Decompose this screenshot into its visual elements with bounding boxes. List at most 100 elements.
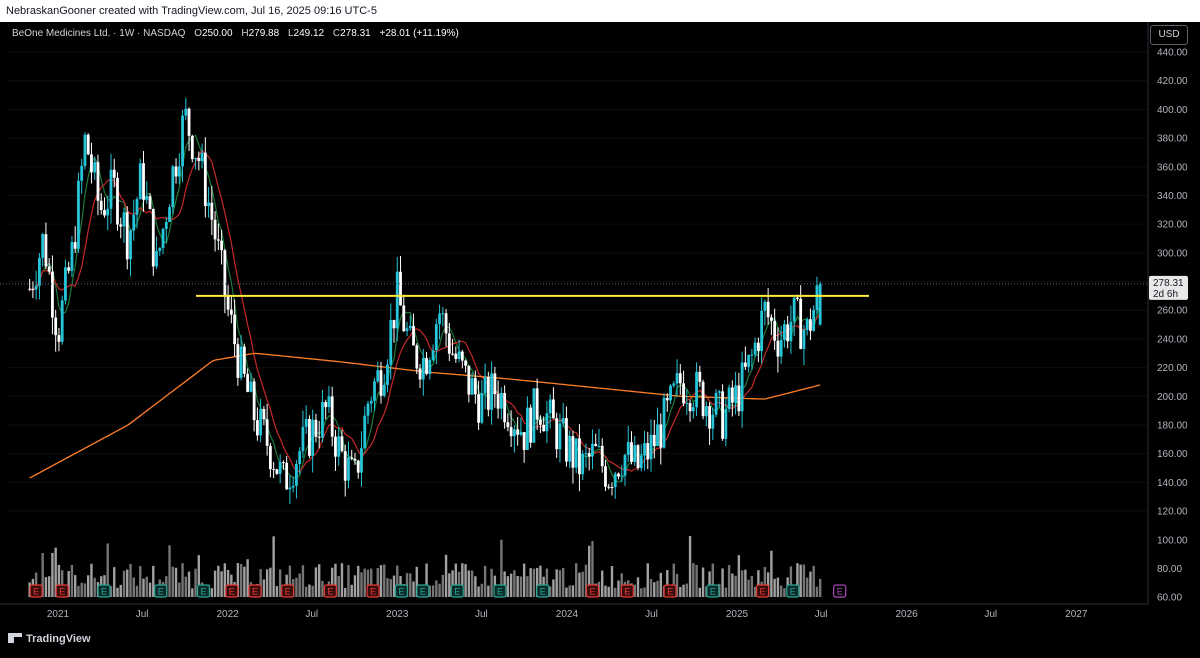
- volume-bar: [633, 584, 636, 597]
- price-chart-svg[interactable]: 440.00 420.00 400.00 380.00 360.00 340.00 320.…: [0, 22, 1200, 653]
- candle-body: [434, 324, 438, 351]
- earnings-badge[interactable]: [248, 584, 262, 598]
- candle-body: [295, 463, 298, 486]
- candle-body: [503, 393, 507, 423]
- candle-body: [717, 391, 721, 393]
- candle-body: [591, 443, 594, 457]
- volume-bar: [675, 573, 679, 597]
- earnings-badge[interactable]: [323, 584, 337, 598]
- close-label: C: [332, 28, 341, 39]
- tradingview-mark-icon: [8, 633, 22, 643]
- earnings-badge[interactable]: [755, 584, 770, 598]
- earnings-badge-label: E: [327, 587, 333, 597]
- volume-bar: [67, 571, 70, 597]
- volume-bar: [500, 539, 503, 597]
- earnings-badge[interactable]: [620, 584, 634, 598]
- earnings-badge[interactable]: [366, 584, 380, 598]
- earnings-badge[interactable]: [29, 584, 43, 598]
- candle-body: [773, 320, 777, 341]
- candle-body: [646, 443, 650, 460]
- candle-body: [636, 445, 640, 469]
- candle-body: [379, 370, 383, 396]
- earnings-badge[interactable]: [706, 584, 720, 598]
- earnings-badge[interactable]: [493, 584, 507, 598]
- earnings-badge-label: E: [200, 587, 206, 597]
- earnings-badge[interactable]: [663, 584, 677, 598]
- volume-bar: [614, 587, 617, 597]
- candle-body: [259, 408, 263, 436]
- candle-body: [148, 196, 152, 209]
- volume-bar: [679, 586, 682, 597]
- earnings-badge[interactable]: [280, 584, 295, 598]
- volume-bar: [574, 563, 578, 597]
- candle-body: [83, 134, 87, 166]
- candle-body: [516, 429, 520, 435]
- earnings-badge[interactable]: [416, 584, 430, 598]
- candle-body: [197, 158, 201, 162]
- currency-button[interactable]: USD: [1150, 25, 1188, 45]
- candle-body: [99, 200, 103, 211]
- candle-body: [138, 163, 142, 200]
- volume-bar: [584, 564, 588, 597]
- candle-body: [47, 266, 51, 272]
- candle-body: [672, 383, 676, 386]
- volume-bar: [262, 579, 266, 597]
- candle-body: [412, 325, 415, 346]
- candle-body: [571, 436, 575, 468]
- volume-bar: [106, 543, 109, 597]
- earnings-badge[interactable]: [55, 584, 69, 598]
- candle-body: [470, 378, 474, 395]
- candle-body: [356, 460, 360, 473]
- tradingview-logo[interactable]: TradingView: [8, 633, 91, 645]
- earnings-badge[interactable]: [786, 584, 800, 598]
- candle-body: [613, 473, 617, 488]
- volume-bar: [646, 563, 649, 597]
- volume-bar: [113, 567, 116, 597]
- candle-body: [389, 319, 393, 365]
- y-tick-label: 160.00: [1157, 449, 1188, 460]
- candle-body: [308, 418, 311, 456]
- earnings-badge[interactable]: [536, 584, 550, 598]
- volume-bar: [467, 570, 471, 597]
- chart-area[interactable]: 440.00 420.00 400.00 380.00 360.00 340.00 320.…: [0, 22, 1200, 653]
- x-tick-label: Jul: [475, 609, 488, 620]
- candle-body: [691, 407, 695, 412]
- candle-body: [525, 407, 529, 450]
- candle-body: [620, 475, 624, 477]
- y-tick-label: 300.00: [1157, 248, 1188, 259]
- earnings-badge[interactable]: [833, 584, 847, 598]
- earnings-badge[interactable]: [97, 584, 111, 598]
- earnings-badge-label: E: [540, 587, 546, 597]
- earnings-badge[interactable]: [225, 584, 239, 598]
- ma-mid-line: [29, 149, 821, 473]
- candle-body: [418, 368, 422, 380]
- y-tick-label: 240.00: [1157, 334, 1188, 345]
- candle-body: [265, 419, 269, 446]
- volume-bar: [649, 579, 653, 597]
- earnings-badge-label: E: [101, 587, 107, 597]
- volume-bar: [571, 585, 575, 597]
- earnings-badge[interactable]: [450, 584, 464, 598]
- candle-body: [457, 351, 461, 359]
- volume-bar: [187, 571, 191, 597]
- volume-bar: [789, 566, 793, 597]
- y-tick-label: 260.00: [1157, 306, 1188, 317]
- candle-body: [750, 354, 754, 356]
- volume-bar: [776, 577, 780, 597]
- y-tick-label: 120.00: [1157, 507, 1188, 518]
- earnings-badge[interactable]: [394, 584, 409, 598]
- volume-bar: [122, 570, 126, 597]
- earnings-badge[interactable]: [154, 584, 168, 598]
- x-tick-label: 2025: [726, 609, 749, 620]
- volume-bar: [815, 586, 819, 597]
- earnings-badge[interactable]: [196, 584, 211, 598]
- candle-body: [499, 393, 503, 409]
- candle-body: [86, 134, 90, 155]
- candle-body: [337, 436, 341, 457]
- volume-bar: [376, 568, 379, 597]
- candle-body: [347, 457, 350, 481]
- y-tick-label: 420.00: [1157, 76, 1188, 87]
- volume-tick-label: 60.00: [1157, 593, 1182, 604]
- earnings-badge[interactable]: [585, 584, 600, 598]
- candle-body: [659, 424, 663, 448]
